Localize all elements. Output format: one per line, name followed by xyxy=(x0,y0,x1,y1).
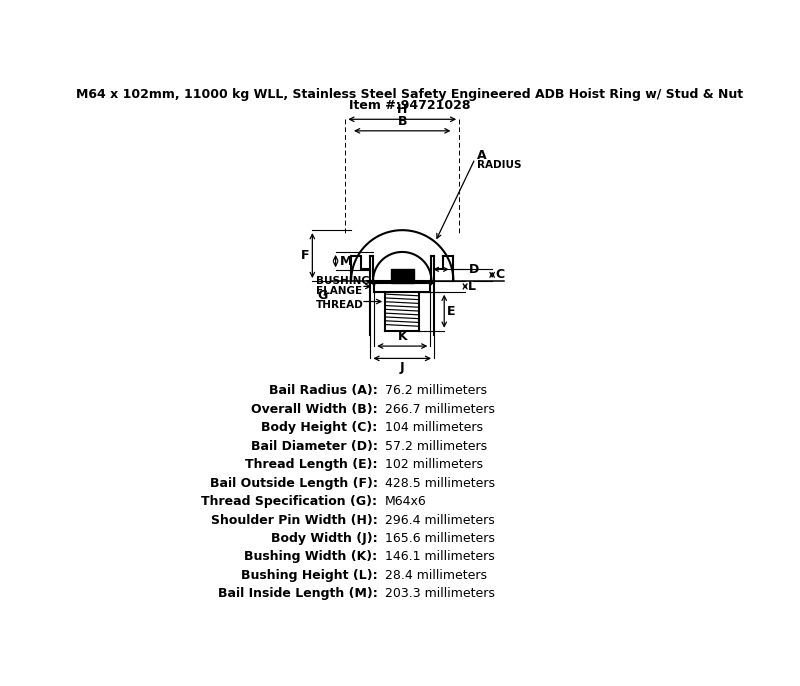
Text: H: H xyxy=(397,103,407,116)
Text: Thread Specification (G):: Thread Specification (G): xyxy=(202,495,378,508)
Text: Thread Length (E):: Thread Length (E): xyxy=(245,458,378,471)
Text: BUSHING: BUSHING xyxy=(316,276,370,286)
Text: 76.2 millimeters: 76.2 millimeters xyxy=(386,384,487,397)
Text: E: E xyxy=(446,305,455,318)
Text: 57.2 millimeters: 57.2 millimeters xyxy=(386,440,487,453)
Text: Bushing Height (L):: Bushing Height (L): xyxy=(241,569,378,582)
Text: Bail Inside Length (M):: Bail Inside Length (M): xyxy=(218,587,378,600)
Text: Bail Radius (A):: Bail Radius (A): xyxy=(269,384,378,397)
Text: F: F xyxy=(301,249,310,262)
Text: 266.7 millimeters: 266.7 millimeters xyxy=(386,403,495,416)
Text: Bail Outside Length (F):: Bail Outside Length (F): xyxy=(210,477,378,490)
Text: 165.6 millimeters: 165.6 millimeters xyxy=(386,532,495,545)
Text: 102 millimeters: 102 millimeters xyxy=(386,458,483,471)
Text: C: C xyxy=(495,268,504,281)
Text: B: B xyxy=(398,115,407,128)
Text: J: J xyxy=(400,362,405,375)
Text: Bail Diameter (D):: Bail Diameter (D): xyxy=(250,440,378,453)
Text: 104 millimeters: 104 millimeters xyxy=(386,421,483,434)
Text: M: M xyxy=(339,255,352,268)
Text: 203.3 millimeters: 203.3 millimeters xyxy=(386,587,495,600)
Text: Item #:94721028: Item #:94721028 xyxy=(350,99,470,113)
Text: 296.4 millimeters: 296.4 millimeters xyxy=(386,514,495,527)
Text: M64 x 102mm, 11000 kg WLL, Stainless Steel Safety Engineered ADB Hoist Ring w/ S: M64 x 102mm, 11000 kg WLL, Stainless Ste… xyxy=(77,88,743,102)
Text: D: D xyxy=(469,263,479,276)
Text: K: K xyxy=(398,330,407,343)
Polygon shape xyxy=(390,269,414,283)
Text: Body Height (C):: Body Height (C): xyxy=(261,421,378,434)
Text: 428.5 millimeters: 428.5 millimeters xyxy=(386,477,495,490)
Text: RADIUS: RADIUS xyxy=(477,161,521,171)
Text: G: G xyxy=(318,289,328,302)
Text: 146.1 millimeters: 146.1 millimeters xyxy=(386,550,495,563)
Text: 28.4 millimeters: 28.4 millimeters xyxy=(386,569,487,582)
Text: Shoulder Pin Width (H):: Shoulder Pin Width (H): xyxy=(210,514,378,527)
Text: M64x6: M64x6 xyxy=(386,495,427,508)
Text: THREAD: THREAD xyxy=(316,300,364,310)
Text: Overall Width (B):: Overall Width (B): xyxy=(251,403,378,416)
Text: L: L xyxy=(467,280,475,293)
Text: Body Width (J):: Body Width (J): xyxy=(271,532,378,545)
Text: FLANGE: FLANGE xyxy=(316,286,362,296)
Text: Bushing Width (K):: Bushing Width (K): xyxy=(244,550,378,563)
Text: A: A xyxy=(477,149,486,162)
